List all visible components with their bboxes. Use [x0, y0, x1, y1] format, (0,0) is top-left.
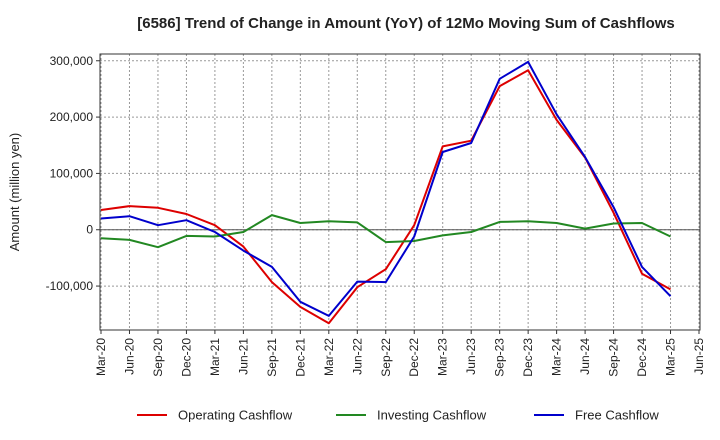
x-axis-ticks: Mar-20 Jun-20 Sep-20 Dec-20 Mar-21 Jun-21 Sep-…: [94, 330, 706, 377]
x-tick-label: Jun-23: [464, 338, 478, 375]
legend-label-investing-cashflow: Investing Cashflow: [377, 408, 487, 423]
y-tick-label: 200,000: [50, 110, 94, 124]
y-axis-ticks: 300,000 200,000 100,000 0 -100,000: [46, 54, 100, 293]
legend: Operating Cashflow Investing Cashflow Free…: [137, 408, 659, 423]
x-tick-label: Dec-22: [407, 338, 421, 377]
x-tick-label: Jun-22: [350, 338, 364, 375]
grid-lines: [100, 54, 700, 330]
y-tick-label: -100,000: [46, 279, 94, 293]
y-tick-label: 100,000: [50, 166, 94, 180]
x-tick-label: Mar-22: [322, 338, 336, 376]
plot-frame: [99, 53, 701, 331]
x-tick-label: Jun-21: [236, 338, 250, 375]
operating-cashflow-line: [100, 69, 671, 325]
x-tick-label: Dec-21: [293, 338, 307, 377]
x-tick-label: Mar-23: [436, 338, 450, 376]
chart-title: [6586] Trend of Change in Amount (YoY) o…: [137, 15, 675, 32]
x-tick-label: Sep-22: [379, 338, 393, 377]
x-tick-label: Jun-24: [578, 338, 592, 375]
x-tick-label: Sep-24: [607, 338, 621, 377]
x-tick-label: Mar-25: [664, 338, 678, 376]
x-tick-label: Dec-23: [521, 338, 535, 377]
y-tick-label: 300,000: [50, 54, 94, 68]
x-tick-label: Jun-20: [122, 338, 136, 375]
investing-cashflow-line: [100, 214, 671, 249]
x-tick-label: Jun-25: [692, 338, 706, 375]
x-tick-label: Mar-21: [208, 338, 222, 376]
x-tick-label: Dec-20: [179, 338, 193, 377]
x-tick-label: Sep-21: [265, 338, 279, 377]
legend-label-operating-cashflow: Operating Cashflow: [178, 408, 293, 423]
series-lines: [100, 60, 672, 325]
x-tick-label: Dec-24: [635, 338, 649, 377]
x-tick-label: Sep-23: [493, 338, 507, 377]
x-tick-label: Mar-24: [550, 338, 564, 376]
y-tick-label: 0: [86, 223, 93, 237]
legend-label-free-cashflow: Free Cashflow: [575, 408, 659, 423]
free-cashflow-line: [100, 60, 672, 317]
x-tick-label: Mar-20: [94, 338, 108, 376]
y-axis-label: Amount (million yen): [7, 133, 22, 252]
x-tick-label: Sep-20: [151, 338, 165, 377]
